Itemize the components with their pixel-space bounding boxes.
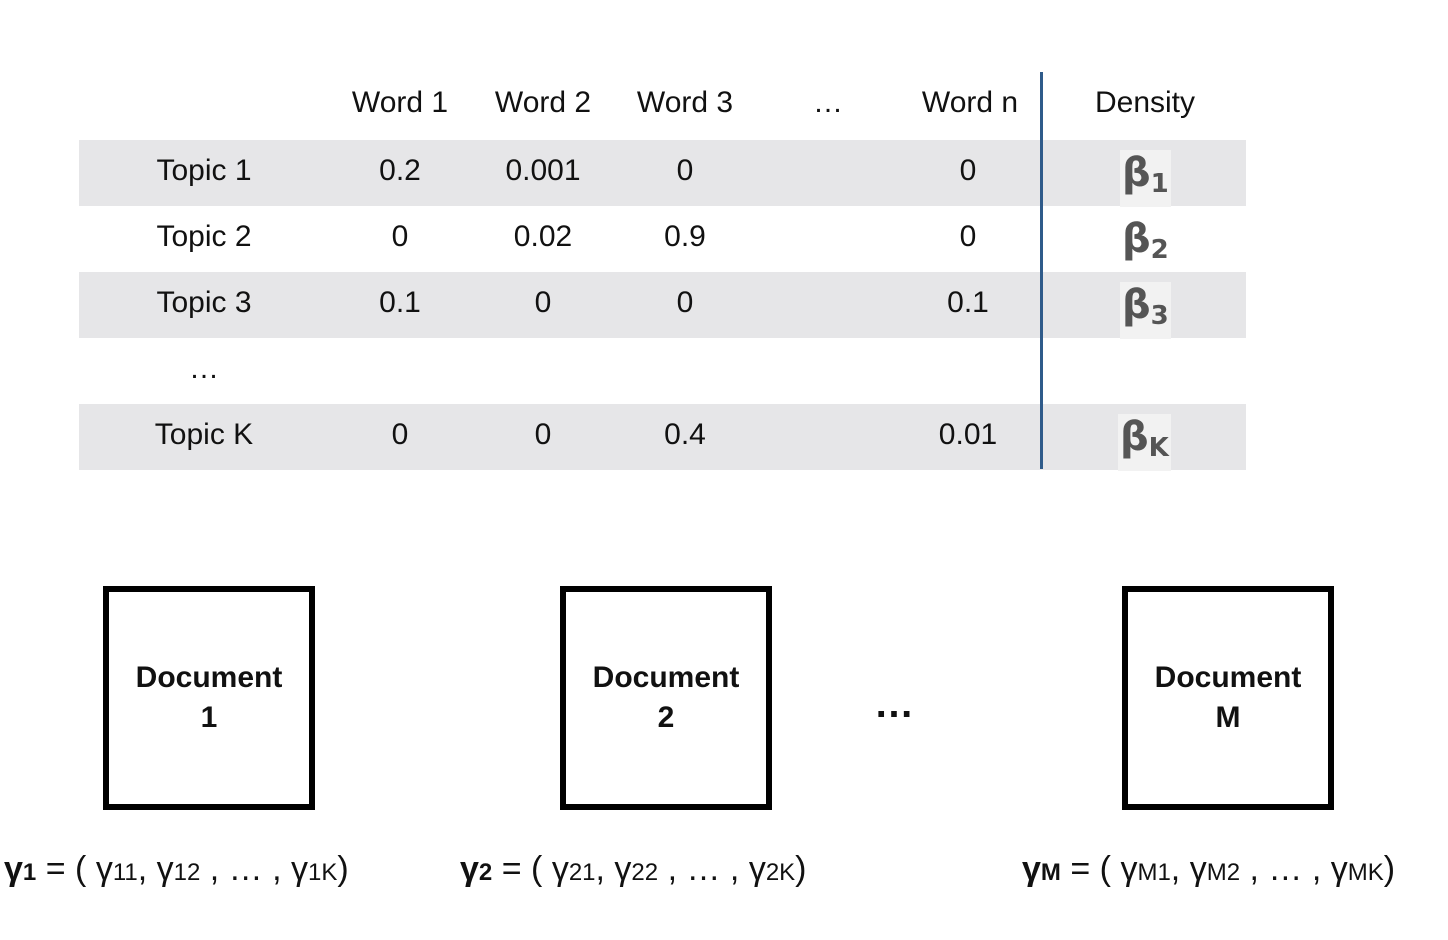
document-number: 2 xyxy=(657,701,675,734)
table-cell: 0 xyxy=(534,418,552,451)
density-divider xyxy=(1040,72,1043,469)
document-m-box: Document M xyxy=(1122,586,1334,810)
documents-ellipsis: … xyxy=(874,682,916,726)
header-word-3: Word 3 xyxy=(636,86,734,119)
header-word-2: Word 2 xyxy=(494,86,592,119)
table-cell: 0 xyxy=(391,220,409,253)
header-word-n: Word n xyxy=(921,86,1019,119)
table-cell: 0.02 xyxy=(513,220,573,253)
gamma-m-vector: γM = ( γM1, γM2 , … , γMK) xyxy=(1022,850,1396,888)
row-label: Topic 2 xyxy=(156,220,252,253)
header-ellipsis: … xyxy=(813,86,843,119)
table-cell: 0 xyxy=(959,220,977,253)
table-cell: 0.4 xyxy=(664,418,706,451)
table-cell: 0.2 xyxy=(379,154,421,187)
document-label: Document xyxy=(135,661,283,694)
gamma-2-vector: γ2 = ( γ21, γ22 , … , γ2K) xyxy=(460,850,807,888)
gamma-1-vector: γ1 = ( γ11, γ12 , … , γ1K) xyxy=(4,850,349,888)
table-cell: 0.001 xyxy=(505,154,581,187)
table-cell: 0.01 xyxy=(938,418,998,451)
document-2-box: Document 2 xyxy=(560,586,772,810)
row-label: Topic K xyxy=(154,418,254,451)
row-label: Topic 3 xyxy=(156,286,252,319)
table-cell: 0 xyxy=(959,154,977,187)
beta-k-label: βK xyxy=(1118,414,1171,471)
table-cell: 0 xyxy=(391,418,409,451)
document-1-box: Document 1 xyxy=(103,586,315,810)
document-label: Document xyxy=(592,661,740,694)
row-shade-topic-3 xyxy=(79,272,1246,338)
table-cell: 0.1 xyxy=(947,286,989,319)
header-density: Density xyxy=(1094,86,1196,119)
row-shade-topic-k xyxy=(79,404,1246,470)
beta-2-label: β2 xyxy=(1122,216,1169,265)
beta-1-label: β1 xyxy=(1120,150,1171,207)
row-shade-topic-1 xyxy=(79,140,1246,206)
table-cell: 0.1 xyxy=(379,286,421,319)
document-number: 1 xyxy=(200,701,218,734)
table-cell: 0.9 xyxy=(664,220,706,253)
table-cell: 0 xyxy=(676,154,694,187)
document-label: Document xyxy=(1154,661,1302,694)
table-cell: 0 xyxy=(676,286,694,319)
document-number: M xyxy=(1215,701,1241,734)
row-label: Topic 1 xyxy=(156,154,252,187)
row-ellipsis: … xyxy=(189,352,219,385)
header-word-1: Word 1 xyxy=(351,86,449,119)
table-cell: 0 xyxy=(534,286,552,319)
beta-3-label: β3 xyxy=(1120,282,1171,339)
